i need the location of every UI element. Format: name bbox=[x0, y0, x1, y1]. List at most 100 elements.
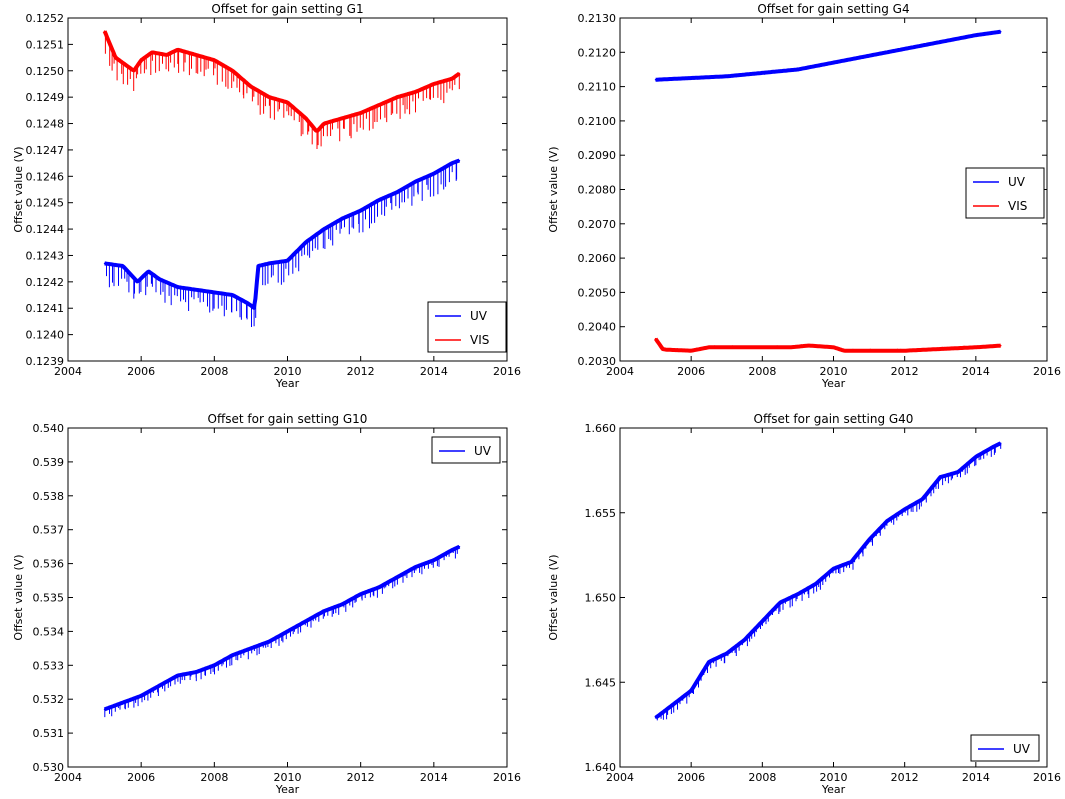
data-point bbox=[690, 349, 692, 352]
y-tick-label: 0.1245 bbox=[26, 197, 65, 210]
x-tick-label: 2016 bbox=[493, 771, 521, 784]
data-point bbox=[103, 708, 106, 711]
series-line-vis bbox=[653, 337, 1002, 353]
data-point bbox=[133, 70, 135, 72]
data-point bbox=[797, 593, 799, 595]
legend: UV VIS bbox=[427, 301, 507, 353]
x-tick-label: 2014 bbox=[962, 771, 990, 784]
y-tick-label: 1.660 bbox=[585, 422, 617, 435]
chart-title: Offset for gain setting G4 bbox=[757, 2, 909, 16]
data-point bbox=[939, 41, 942, 43]
data-point bbox=[140, 59, 142, 61]
data-point bbox=[250, 647, 252, 650]
data-point bbox=[250, 85, 252, 88]
legend-label-vis: VIS bbox=[1008, 199, 1027, 213]
data-point bbox=[726, 652, 728, 655]
data-point bbox=[661, 348, 664, 350]
y-tick-label: 0.2030 bbox=[578, 355, 617, 368]
y-tick-label: 0.2110 bbox=[578, 81, 617, 94]
legend: UV bbox=[431, 436, 501, 464]
series-spikes-uv bbox=[656, 443, 1002, 721]
y-tick-label: 0.2100 bbox=[578, 115, 617, 128]
data-point bbox=[458, 545, 461, 548]
data-point bbox=[975, 456, 977, 458]
series-spikes-uv bbox=[104, 547, 458, 718]
y-tick-label: 0.1249 bbox=[26, 91, 65, 104]
data-point bbox=[305, 620, 307, 622]
legend-label-vis: VIS bbox=[470, 333, 489, 347]
series-vis bbox=[102, 30, 461, 149]
data-point bbox=[323, 228, 325, 230]
data-point bbox=[213, 59, 216, 61]
data-point bbox=[939, 476, 942, 479]
x-tick-label: 2004 bbox=[54, 771, 82, 784]
series-uv bbox=[654, 441, 1002, 721]
x-axis-label: Year bbox=[821, 377, 846, 390]
x-tick-label: 2014 bbox=[962, 365, 990, 378]
y-tick-label: 0.2040 bbox=[578, 321, 617, 334]
x-tick-label: 2006 bbox=[127, 365, 155, 378]
x-tick-label: 2016 bbox=[1033, 365, 1061, 378]
data-point bbox=[743, 639, 746, 641]
data-point bbox=[151, 51, 153, 54]
y-tick-label: 0.1252 bbox=[26, 12, 65, 25]
data-point bbox=[451, 162, 453, 164]
data-point bbox=[140, 695, 142, 697]
x-tick-label: 2008 bbox=[200, 771, 228, 784]
data-point bbox=[195, 671, 197, 673]
x-tick-label: 2012 bbox=[347, 771, 375, 784]
y-tick-label: 0.1250 bbox=[26, 65, 65, 78]
x-tick-label: 2006 bbox=[677, 771, 705, 784]
data-point bbox=[957, 471, 959, 473]
data-point bbox=[654, 337, 657, 340]
data-point bbox=[231, 294, 234, 296]
y-tick-label: 0.533 bbox=[33, 659, 65, 672]
data-point bbox=[999, 442, 1002, 445]
data-point bbox=[921, 498, 924, 501]
x-axis-label: Year bbox=[275, 783, 300, 796]
data-point bbox=[433, 559, 435, 561]
data-point bbox=[286, 630, 289, 633]
data-point bbox=[868, 539, 870, 541]
data-point bbox=[797, 68, 799, 71]
x-tick-label: 2014 bbox=[420, 365, 448, 378]
data-point bbox=[122, 701, 124, 704]
chart-title: Offset for gain setting G40 bbox=[754, 412, 914, 426]
chart-title: Offset for gain setting G10 bbox=[208, 412, 368, 426]
series-uv bbox=[654, 29, 1002, 82]
x-tick-label: 2008 bbox=[748, 365, 776, 378]
y-tick-label: 0.1243 bbox=[26, 249, 65, 262]
data-point bbox=[708, 346, 710, 349]
y-axis-label: Offset value (V) bbox=[12, 146, 25, 232]
legend-label-uv: UV bbox=[1008, 175, 1026, 189]
x-tick-label: 2004 bbox=[54, 365, 82, 378]
data-point bbox=[903, 48, 906, 50]
data-point bbox=[114, 56, 117, 59]
data-point bbox=[323, 610, 325, 612]
series-line-uv bbox=[104, 158, 461, 310]
data-point bbox=[708, 661, 710, 663]
data-point bbox=[903, 508, 906, 511]
data-point bbox=[166, 54, 168, 56]
data-point bbox=[136, 281, 139, 283]
y-tick-label: 0.539 bbox=[33, 456, 65, 469]
data-point bbox=[868, 349, 870, 352]
y-tick-label: 0.1251 bbox=[26, 38, 65, 51]
data-point bbox=[103, 30, 106, 32]
data-point bbox=[814, 583, 817, 585]
y-tick-label: 1.650 bbox=[585, 592, 617, 605]
data-point bbox=[761, 72, 764, 74]
data-point bbox=[213, 664, 216, 667]
data-point bbox=[378, 199, 380, 201]
legend-box bbox=[427, 301, 507, 353]
y-tick-label: 0.2120 bbox=[578, 46, 617, 59]
series-line-uv bbox=[103, 544, 461, 712]
x-axis-label: Year bbox=[275, 377, 300, 390]
x-tick-label: 2008 bbox=[748, 771, 776, 784]
data-point bbox=[843, 349, 845, 352]
data-point bbox=[305, 117, 307, 120]
x-tick-label: 2006 bbox=[127, 771, 155, 784]
legend-label-uv: UV bbox=[1013, 742, 1031, 756]
x-tick-label: 2004 bbox=[606, 365, 634, 378]
series-spikes-vis bbox=[104, 33, 460, 149]
